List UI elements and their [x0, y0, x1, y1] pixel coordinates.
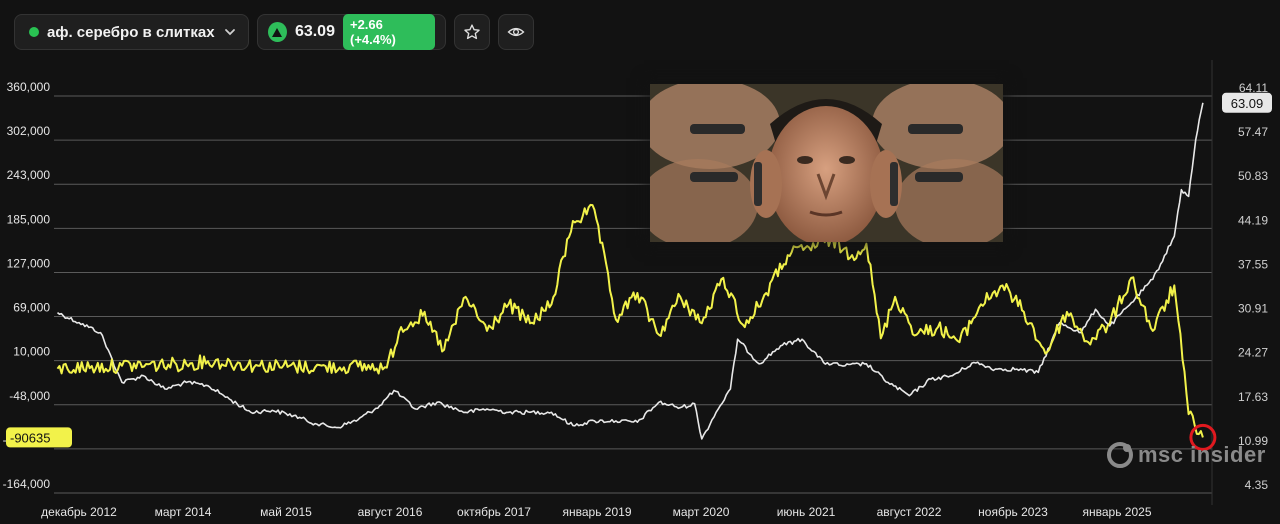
right-tick-label: 50.83: [1238, 169, 1268, 183]
symbol-selector[interactable]: аф. серебро в слитках: [14, 14, 249, 50]
favorite-button[interactable]: [454, 14, 490, 50]
left-tick-label: 127,000: [7, 256, 51, 270]
symbol-name: аф. серебро в слитках: [47, 23, 215, 41]
left-tick-label: 302,000: [7, 124, 51, 138]
chevron-down-icon: [225, 29, 235, 36]
x-tick-label: октябрь 2017: [457, 505, 531, 519]
last-price: 63.09: [294, 23, 335, 40]
left-tick-label: 243,000: [7, 168, 51, 182]
right-tick-label: 17.63: [1238, 390, 1268, 404]
x-tick-label: август 2022: [877, 505, 942, 519]
x-tick-label: январь 2019: [563, 505, 632, 519]
right-tick-label: 24.27: [1238, 346, 1268, 360]
current-right-value-label: 63.09: [1231, 96, 1264, 111]
right-tick-label: 37.55: [1238, 257, 1268, 271]
x-tick-label: июнь 2021: [777, 505, 836, 519]
left-tick-label: 69,000: [13, 301, 50, 315]
right-axis: 64.11 57.47 50.83 44.19 37.55 30.91 24.27 17.63…: [1238, 81, 1268, 492]
left-tick-label: 185,000: [7, 212, 51, 226]
right-tick-label: 4.35: [1245, 478, 1269, 492]
x-tick-label: декабрь 2012: [41, 505, 117, 519]
left-tick-label: 10,000: [13, 345, 50, 359]
x-tick-label: август 2016: [358, 505, 423, 519]
right-tick-label: 44.19: [1238, 213, 1268, 227]
left-tick-label: 360,000: [7, 80, 51, 94]
x-tick-label: май 2015: [260, 505, 312, 519]
triangle-up-icon: [268, 22, 287, 42]
series-layer: [56, 102, 1217, 451]
price-display: 63.09 +2.66 (+4.4%): [257, 14, 446, 50]
x-tick-label: март 2020: [673, 505, 730, 519]
current-left-value-badge: [6, 427, 72, 448]
grid-lines: [54, 60, 1213, 505]
visibility-button[interactable]: [498, 14, 534, 50]
watermark-text: msc insider: [1138, 442, 1266, 467]
eye-icon: [507, 27, 525, 37]
x-axis: декабрь 2012 март 2014 май 2015 август 2016…: [41, 505, 1152, 519]
x-tick-label: январь 2025: [1083, 505, 1152, 519]
right-tick-label: 30.91: [1238, 302, 1268, 316]
price-change-badge: +2.66 (+4.4%): [342, 14, 435, 50]
x-tick-label: март 2014: [155, 505, 212, 519]
current-right-value-badge: [1222, 92, 1272, 113]
current-value-labels: -90635 63.09: [6, 92, 1272, 448]
embedded-photo: [650, 84, 1003, 242]
right-tick-label: 57.47: [1238, 125, 1268, 139]
watermark-logo-icon: [1107, 442, 1133, 468]
right-tick-label: 64.11: [1239, 81, 1268, 95]
watermark: msc insider: [1106, 441, 1266, 469]
left-tick-label: -48,000: [9, 389, 50, 403]
x-tick-label: ноябрь 2023: [978, 505, 1048, 519]
green-dot-icon: [29, 27, 39, 37]
series-white-line: [57, 102, 1204, 440]
toolbar: аф. серебро в слитках 63.09 +2.66 (+4.4%…: [14, 14, 534, 50]
current-left-value-label: -90635: [10, 430, 50, 445]
highlight-circle-marker: [1189, 423, 1217, 451]
left-tick-label: -164,000: [3, 477, 51, 491]
series-yellow-line: [56, 203, 1204, 438]
star-icon: [464, 24, 480, 40]
right-tick-label: 10.99: [1238, 434, 1268, 448]
